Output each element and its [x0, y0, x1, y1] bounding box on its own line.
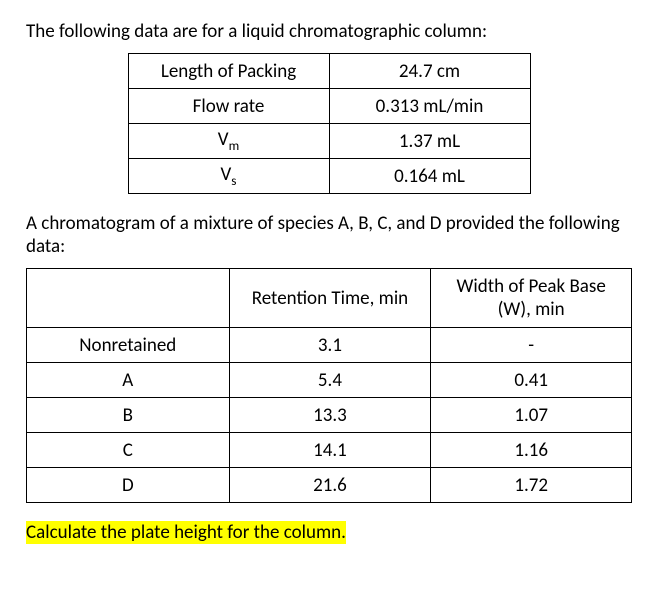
data-cell-species: D — [27, 468, 230, 503]
data-header-cell: Retention Time, min — [229, 269, 431, 328]
data-row: D21.61.72 — [27, 468, 632, 503]
intro-text-2: A chromatogram of a mixture of species A… — [26, 212, 632, 258]
data-cell-w: 0.41 — [431, 363, 632, 398]
params-value: 0.313 mL/min — [329, 89, 530, 124]
data-cell-w: 1.16 — [431, 433, 632, 468]
data-cell-rt: 14.1 — [229, 433, 431, 468]
chromatogram-data-table: Retention Time, minWidth of Peak Base (W… — [26, 268, 632, 503]
params-label: Vs — [128, 159, 329, 194]
data-row: B13.31.07 — [27, 398, 632, 433]
data-cell-species: B — [27, 398, 230, 433]
data-cell-rt: 21.6 — [229, 468, 431, 503]
params-row: Vs0.164 mL — [128, 159, 530, 194]
data-row: Nonretained3.1- — [27, 328, 632, 363]
data-header-cell: Width of Peak Base (W), min — [431, 269, 632, 328]
data-cell-species: C — [27, 433, 230, 468]
question-text: Calculate the plate height for the colum… — [26, 521, 632, 544]
data-row: A5.40.41 — [27, 363, 632, 398]
params-row: Vm1.37 mL — [128, 124, 530, 159]
params-label: Flow rate — [128, 89, 329, 124]
params-label: Length of Packing — [128, 54, 329, 89]
question-highlight: Calculate the plate height for the colum… — [26, 521, 346, 544]
data-cell-rt: 5.4 — [229, 363, 431, 398]
data-cell-w: 1.07 — [431, 398, 632, 433]
params-value: 24.7 cm — [329, 54, 530, 89]
data-cell-w: - — [431, 328, 632, 363]
parameters-table: Length of Packing24.7 cmFlow rate0.313 m… — [128, 53, 531, 194]
params-row: Length of Packing24.7 cm — [128, 54, 530, 89]
data-cell-species: A — [27, 363, 230, 398]
intro-text-1: The following data are for a liquid chro… — [26, 20, 632, 43]
params-label: Vm — [128, 124, 329, 159]
data-cell-rt: 3.1 — [229, 328, 431, 363]
params-row: Flow rate0.313 mL/min — [128, 89, 530, 124]
params-value: 0.164 mL — [329, 159, 530, 194]
data-cell-w: 1.72 — [431, 468, 632, 503]
data-header-cell — [27, 269, 230, 328]
data-cell-rt: 13.3 — [229, 398, 431, 433]
data-row: C14.11.16 — [27, 433, 632, 468]
params-value: 1.37 mL — [329, 124, 530, 159]
data-cell-species: Nonretained — [27, 328, 230, 363]
